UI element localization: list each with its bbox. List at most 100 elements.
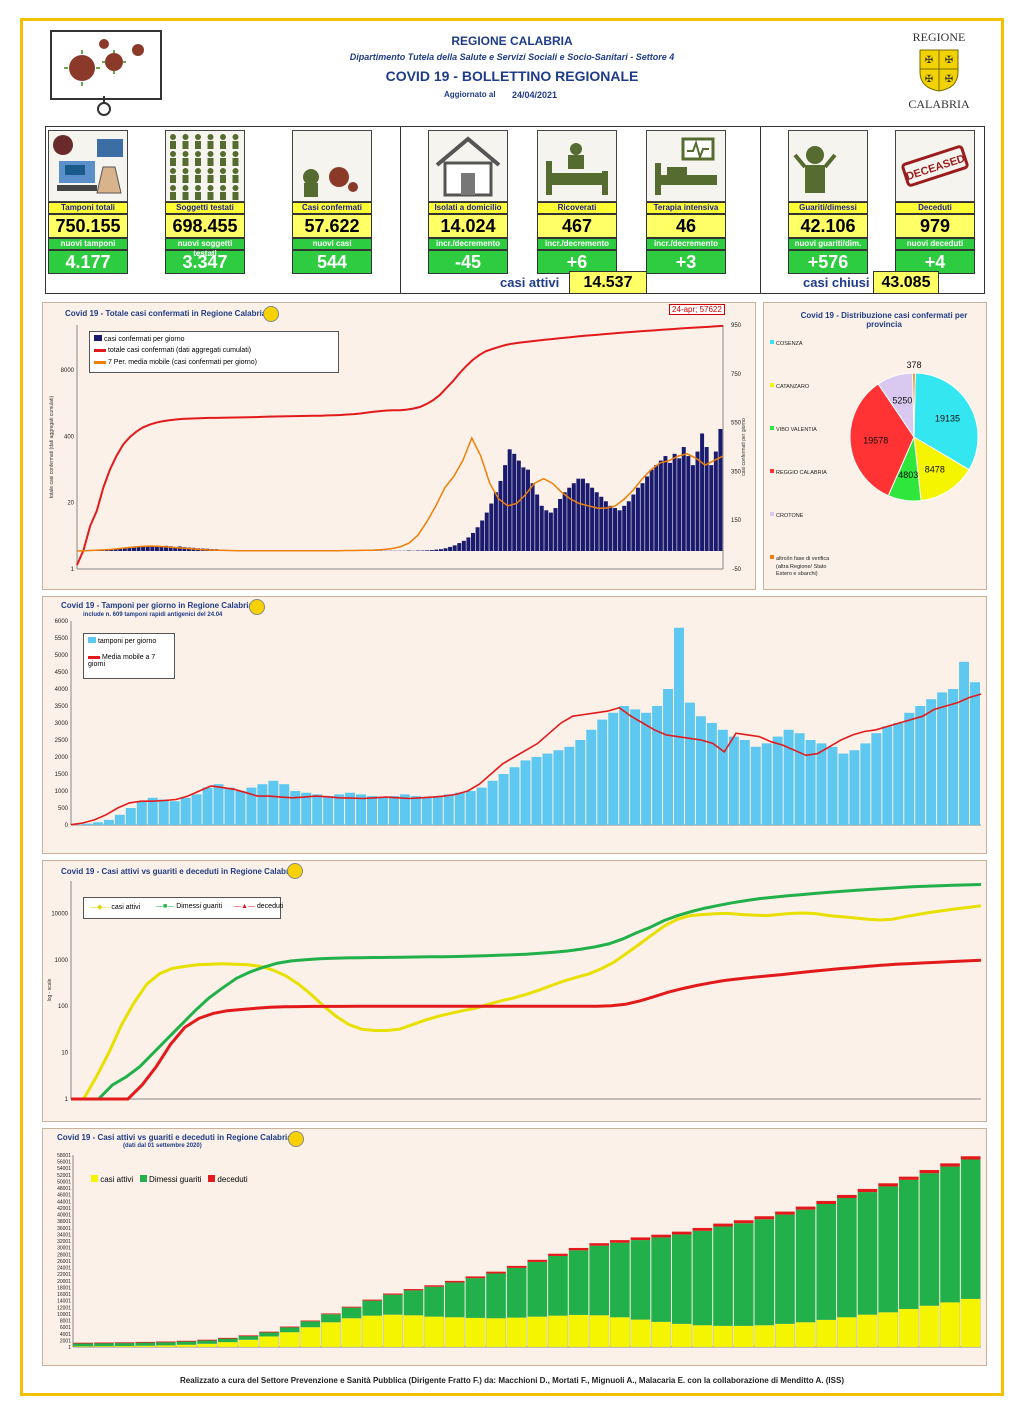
line-series — [71, 958, 982, 1101]
chart3-subtitle: include n. 609 tamponi rapidi antigenici… — [83, 612, 223, 618]
person-figure — [232, 134, 239, 140]
bar-casi-attivi — [362, 1315, 383, 1348]
y2-tick-label: 350 — [731, 469, 742, 475]
y-tick-label: 10 — [61, 1051, 68, 1057]
bar-daily-cases — [438, 549, 443, 551]
casi-chiusi-label: casi chiusi — [803, 275, 870, 290]
bar-casi-attivi — [651, 1321, 672, 1348]
bar-tamponi — [860, 743, 871, 825]
svg-text:✠: ✠ — [945, 74, 953, 85]
bar-deceduti — [362, 1299, 383, 1301]
tamponi-value: 750.155 — [48, 214, 128, 238]
bar-tamponi — [531, 757, 542, 825]
bar-daily-cases — [182, 547, 187, 551]
pie-legend-label: altro/in fase di verifica — [776, 556, 830, 562]
bar-deceduti — [671, 1231, 692, 1235]
bar-deceduti — [630, 1237, 651, 1241]
tamponi-label: Tamponi totali — [48, 202, 128, 214]
bar-daily-cases — [544, 510, 549, 551]
bar-daily-cases — [677, 458, 682, 551]
footer-credits: Realizzato a cura del Settore Prevenzion… — [180, 1376, 844, 1385]
person-figure — [195, 175, 201, 183]
bar-deceduti — [424, 1285, 444, 1287]
terapia-value: 46 — [646, 214, 726, 238]
bar-daily-cases — [649, 469, 654, 551]
bar-daily-cases — [512, 453, 517, 551]
bar-tamponi — [553, 750, 564, 825]
chart5-legend: casi attivi Dimessi guariti deceduti — [91, 1175, 248, 1184]
person-figure — [207, 141, 214, 149]
y-tick-label: 2001 — [60, 1338, 71, 1344]
nuovi-casi-label: nuovi casi — [292, 238, 372, 250]
bar-tamponi — [827, 746, 838, 825]
bar-tamponi — [388, 796, 399, 825]
bar-dimessi-guariti — [589, 1245, 610, 1316]
bar-deceduti — [403, 1289, 424, 1291]
bar-daily-cases — [127, 547, 132, 551]
bar-dimessi-guariti — [279, 1327, 300, 1333]
bar-tamponi — [750, 746, 761, 825]
bar-dimessi-guariti — [775, 1214, 795, 1324]
bar-casi-attivi — [135, 1345, 156, 1348]
bar-daily-cases — [599, 496, 604, 551]
chart2-title: Covid 19 - Distribuzione casi confermati… — [800, 311, 968, 329]
bar-tamponi — [323, 796, 334, 825]
bar-tamponi — [706, 723, 717, 825]
people-group-icon — [165, 130, 245, 202]
person-figure — [182, 168, 189, 174]
y-tick-label: 400 — [64, 434, 75, 440]
lab-equipment-icon — [48, 130, 128, 202]
bar-dimessi-guariti — [341, 1307, 362, 1319]
bar-dimessi-guariti — [733, 1223, 754, 1326]
infected-people-icon — [292, 130, 372, 202]
bar-casi-attivi — [754, 1325, 775, 1348]
person-figure — [207, 158, 214, 166]
bar-deceduti — [795, 1206, 816, 1210]
hospital-bed-icon — [537, 130, 617, 202]
bar-tamponi — [125, 808, 136, 825]
chart-provincia: Covid 19 - Distribuzione casi confermati… — [763, 302, 987, 590]
bar-daily-cases — [658, 460, 663, 551]
bar-daily-cases — [580, 478, 585, 551]
bar-deceduti — [321, 1313, 341, 1315]
legend-swatch-deceduti: —▲— — [234, 903, 255, 910]
bar-tamponi — [202, 787, 213, 825]
pie-legend-label: CATANZARO — [776, 384, 810, 390]
bar-tamponi — [487, 780, 498, 825]
bar-dimessi-guariti — [754, 1219, 775, 1326]
bar-daily-cases — [118, 548, 123, 551]
pie-slice — [913, 436, 970, 502]
person-figure — [170, 141, 176, 149]
virus-logo — [50, 30, 162, 100]
bar-daily-cases — [452, 545, 457, 551]
y-tick-label: 56001 — [57, 1160, 71, 1166]
bar-tamponi — [794, 733, 805, 825]
chart-casi-confermati: Covid 19 - Totale casi confermati in Reg… — [42, 302, 756, 590]
y2-tick-label: 950 — [731, 323, 742, 329]
bar-daily-cases — [576, 478, 581, 551]
bar-tamponi — [772, 736, 783, 825]
bar-deceduti — [940, 1163, 960, 1167]
bar-deceduti — [857, 1188, 878, 1193]
y-tick-label: 10001 — [57, 1312, 71, 1318]
y-tick-label: 4001 — [60, 1332, 71, 1338]
chart4-legend: —◆— casi attivi —■— Dimessi guariti —▲— … — [83, 897, 283, 919]
y-tick-label: 20 — [67, 501, 74, 507]
y2-tick-label: -50 — [732, 567, 741, 573]
bar-tamponi — [739, 740, 750, 825]
y-tick-label: 28001 — [57, 1252, 71, 1258]
y-tick-label: 3000 — [55, 721, 69, 727]
bar-dimessi-guariti — [795, 1209, 816, 1323]
bar-daily-cases — [558, 499, 563, 551]
y-tick-label: 46001 — [57, 1193, 71, 1199]
bar-dimessi-guariti — [362, 1300, 383, 1316]
legend-label: Dimessi guariti — [176, 903, 223, 910]
legend-swatch — [770, 340, 774, 344]
bar-daily-cases — [434, 549, 439, 551]
pie-legend-label: VIBO VALENTIA — [776, 427, 817, 433]
person-figure — [182, 185, 189, 191]
bar-daily-cases — [493, 492, 498, 551]
y-tick-label: 48001 — [57, 1186, 71, 1192]
nuovi-casi-value: 544 — [292, 250, 372, 274]
bar-casi-attivi — [960, 1298, 981, 1348]
